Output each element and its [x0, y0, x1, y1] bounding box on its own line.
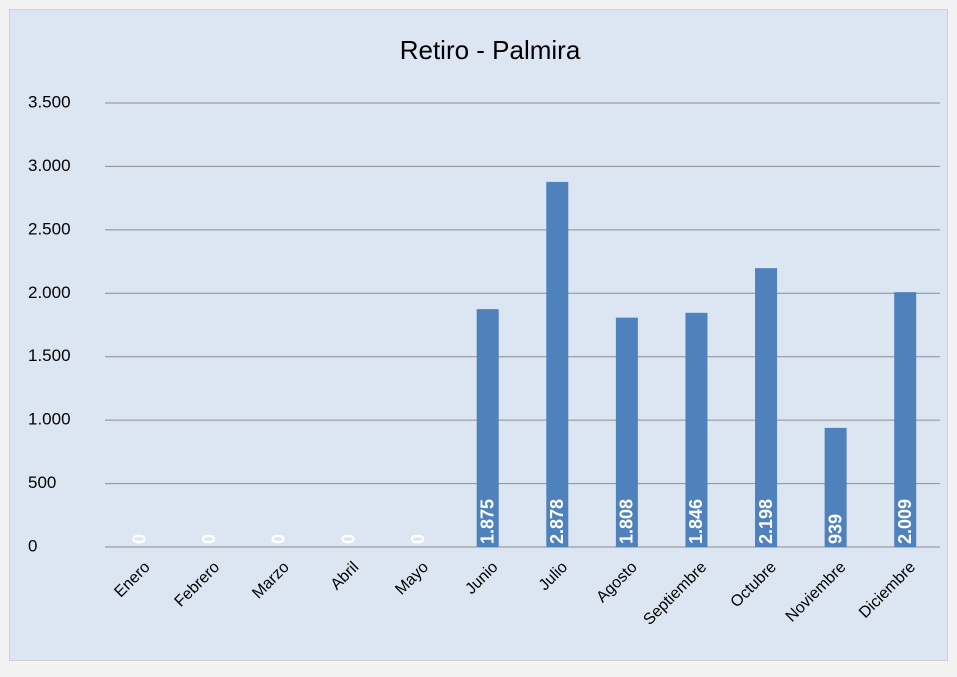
y-tick-label: 2.000 — [28, 283, 71, 302]
bar — [546, 181, 569, 547]
y-tick-label: 500 — [28, 473, 56, 492]
data-label: 2.198 — [756, 499, 776, 544]
data-label: 0 — [408, 534, 428, 544]
data-label: 0 — [130, 534, 150, 544]
bar — [685, 312, 708, 547]
data-label: 2.878 — [547, 499, 567, 544]
data-label: 0 — [269, 534, 289, 544]
data-label: 2.009 — [895, 499, 915, 544]
y-tick-label: 0 — [28, 536, 37, 555]
bar — [894, 292, 917, 547]
bar — [476, 309, 499, 547]
y-tick-label: 3.000 — [28, 156, 71, 175]
bar — [755, 268, 778, 547]
data-label: 0 — [338, 534, 358, 544]
chart-title: Retiro - Palmira — [400, 35, 581, 65]
data-label: 1.875 — [477, 499, 497, 544]
y-tick-label: 1.500 — [28, 346, 71, 365]
y-tick-label: 1.000 — [28, 410, 71, 429]
data-label: 1.846 — [686, 499, 706, 544]
bar — [615, 317, 638, 547]
data-label: 939 — [825, 514, 845, 544]
data-label: 1.808 — [617, 499, 637, 544]
bar — [824, 427, 847, 547]
data-label: 0 — [199, 534, 219, 544]
y-tick-label: 3.500 — [28, 92, 71, 111]
y-tick-label: 2.500 — [28, 219, 71, 238]
